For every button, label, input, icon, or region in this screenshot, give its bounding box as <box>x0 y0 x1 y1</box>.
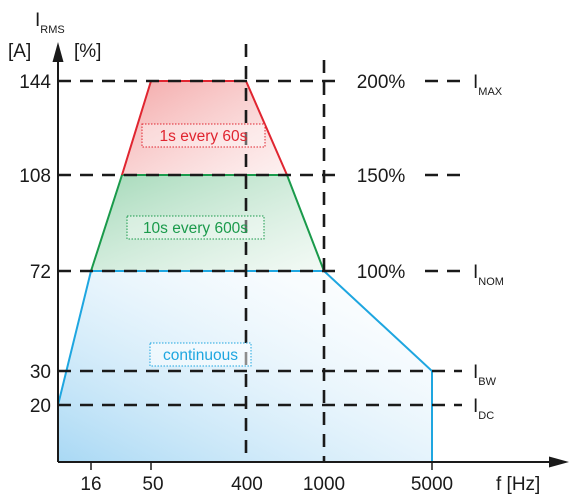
series-line-10s-every-600s <box>90 174 325 272</box>
area-10s-every-600s <box>91 175 324 271</box>
x-tick-label-16: 16 <box>80 474 101 495</box>
level-label-ibw: IBW <box>473 362 497 388</box>
percent-label-200: 200% <box>357 72 406 93</box>
level-label-imax: IMAX <box>473 72 503 98</box>
region-label-1s-every-60s: 1s every 60s <box>160 128 248 145</box>
x-axis-arrow <box>549 456 569 468</box>
y-tick-label-20: 20 <box>30 396 51 417</box>
percent-label-100: 100% <box>357 262 406 283</box>
region-label-continuous: continuous <box>163 347 238 364</box>
region-label-box-red <box>141 123 266 148</box>
x-tick-label-400: 400 <box>231 474 263 495</box>
y-tick-label-30: 30 <box>30 362 51 383</box>
y-axis-symbol: IRMS <box>35 10 65 36</box>
region-label-box-green <box>126 215 265 240</box>
y-axis-percent-label: [%] <box>74 41 101 62</box>
area-1s-every-60s <box>122 81 287 175</box>
x-tick-label-50: 50 <box>142 474 163 495</box>
level-label-idc: IDC <box>473 396 494 422</box>
level-label-inom: INOM <box>473 262 504 288</box>
y-axis-unit-label: [A] <box>8 41 31 62</box>
y-tick-label-144: 144 <box>19 72 51 93</box>
x-tick-label-5000: 5000 <box>411 474 453 495</box>
y-tick-label-108: 108 <box>19 166 51 187</box>
region-label-box-blue <box>149 342 252 367</box>
y-axis-arrow <box>52 42 64 62</box>
region-label-10s-every-600s: 10s every 600s <box>143 220 248 237</box>
x-axis-label: f [Hz] <box>496 474 540 495</box>
percent-label-150: 150% <box>357 166 406 187</box>
y-tick-label-72: 72 <box>30 262 51 283</box>
x-tick-label-1000: 1000 <box>303 474 345 495</box>
